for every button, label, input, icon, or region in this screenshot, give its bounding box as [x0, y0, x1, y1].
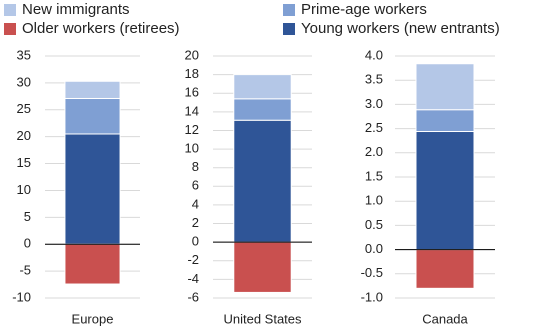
y-tick-label: 35 [17, 47, 31, 62]
y-tick-label: 18 [185, 66, 199, 81]
y-tick-label: 20 [17, 128, 31, 143]
legend-swatch [4, 4, 16, 16]
bar-segment [233, 98, 292, 121]
y-tick-label: 0.0 [365, 241, 383, 256]
y-tick-label: -1.0 [361, 289, 383, 304]
y-tick-label: 0.5 [365, 217, 383, 232]
bar-segment [233, 241, 292, 293]
y-tick-label: 10 [185, 141, 199, 156]
y-tick-label: 0 [192, 234, 199, 249]
bar-segment [415, 109, 475, 133]
x-category-label: Europe [72, 311, 114, 326]
bar-segment [64, 243, 121, 285]
y-tick-label: -4 [187, 271, 199, 286]
y-tick-label: 2 [192, 215, 199, 230]
bar-segment [64, 80, 121, 99]
y-tick-label: 8 [192, 159, 199, 174]
y-tick-label: -6 [187, 289, 199, 304]
y-tick-label: 15 [17, 155, 31, 170]
y-tick-label: 6 [192, 178, 199, 193]
bar-segment [415, 131, 475, 251]
y-tick-label: 16 [185, 85, 199, 100]
x-category-label: Canada [422, 311, 468, 326]
bar-segment [233, 74, 292, 100]
y-tick-label: 2.0 [365, 144, 383, 159]
y-tick-label: -5 [19, 263, 31, 278]
y-tick-label: -10 [12, 289, 31, 304]
bar-segment [64, 133, 121, 245]
bar-segment [415, 249, 475, 289]
y-tick-label: 14 [185, 103, 199, 118]
y-tick-label: 0 [24, 236, 31, 251]
x-category-label: United States [223, 311, 302, 326]
bar-segment [64, 97, 121, 135]
y-tick-label: 1.0 [365, 193, 383, 208]
y-tick-label: 4.0 [365, 47, 383, 62]
legend-swatch [4, 23, 16, 35]
y-tick-label: 10 [17, 182, 31, 197]
y-tick-label: 2.5 [365, 120, 383, 135]
y-tick-label: 3.0 [365, 96, 383, 111]
legend-swatch [283, 4, 295, 16]
y-tick-label: 25 [17, 101, 31, 116]
bar-segment [233, 119, 292, 243]
legend-swatch [283, 23, 295, 35]
y-tick-label: 30 [17, 74, 31, 89]
y-tick-label: -0.5 [361, 265, 383, 280]
y-tick-label: 1.5 [365, 168, 383, 183]
bar-segment [415, 63, 475, 111]
y-tick-label: 20 [185, 47, 199, 62]
legend-label: Older workers (retirees) [22, 20, 180, 37]
legend-label: Prime-age workers [301, 1, 427, 18]
y-tick-label: 5 [24, 209, 31, 224]
legend-label: New immigrants [22, 1, 130, 18]
y-tick-label: -2 [187, 252, 199, 267]
y-tick-label: 3.5 [365, 72, 383, 87]
y-tick-label: 4 [192, 196, 199, 211]
legend-label: Young workers (new entrants) [301, 20, 500, 37]
y-tick-label: 12 [185, 122, 199, 137]
